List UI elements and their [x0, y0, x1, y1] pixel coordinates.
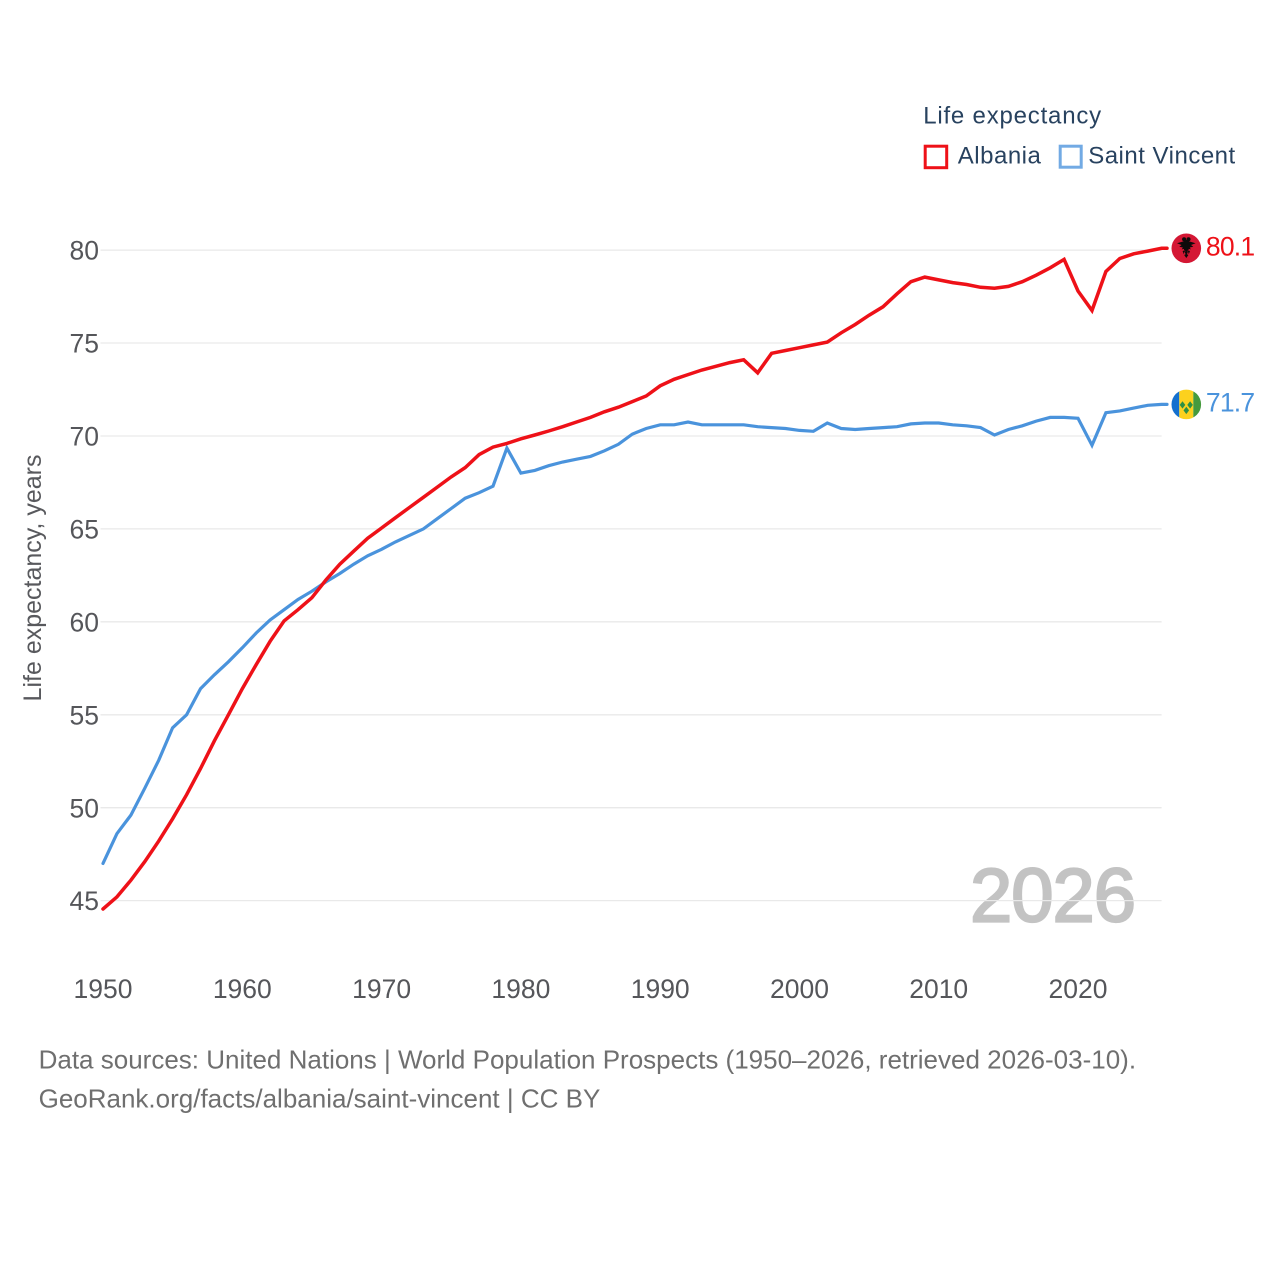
svg-text:65: 65 — [70, 515, 99, 545]
svg-text:1970: 1970 — [352, 974, 411, 1004]
svg-text:2000: 2000 — [770, 974, 829, 1004]
svg-text:71.7: 71.7 — [1206, 388, 1254, 418]
svg-text:70: 70 — [70, 422, 99, 452]
svg-text:80: 80 — [70, 236, 99, 266]
svg-text:2020: 2020 — [1049, 974, 1108, 1004]
svg-text:GeoRank.org/facts/albania/sain: GeoRank.org/facts/albania/saint-vincent … — [39, 1083, 601, 1113]
svg-text:1960: 1960 — [213, 974, 272, 1004]
svg-text:Life expectancy, years: Life expectancy, years — [19, 455, 47, 702]
svg-text:45: 45 — [70, 886, 99, 916]
svg-text:2010: 2010 — [909, 974, 968, 1004]
svg-text:55: 55 — [70, 700, 99, 730]
svg-text:1990: 1990 — [631, 974, 690, 1004]
svg-text:Life expectancy: Life expectancy — [923, 102, 1102, 129]
svg-text:Data sources: United Nations |: Data sources: United Nations | World Pop… — [39, 1044, 1136, 1074]
svg-text:50: 50 — [70, 793, 99, 823]
svg-text:2026: 2026 — [970, 853, 1135, 938]
svg-text:Saint Vincent: Saint Vincent — [1088, 142, 1236, 169]
svg-text:1950: 1950 — [74, 974, 133, 1004]
svg-text:80.1: 80.1 — [1206, 232, 1254, 262]
svg-text:60: 60 — [70, 607, 99, 637]
svg-text:1980: 1980 — [491, 974, 550, 1004]
svg-text:75: 75 — [70, 329, 99, 359]
svg-text:Albania: Albania — [958, 142, 1042, 169]
